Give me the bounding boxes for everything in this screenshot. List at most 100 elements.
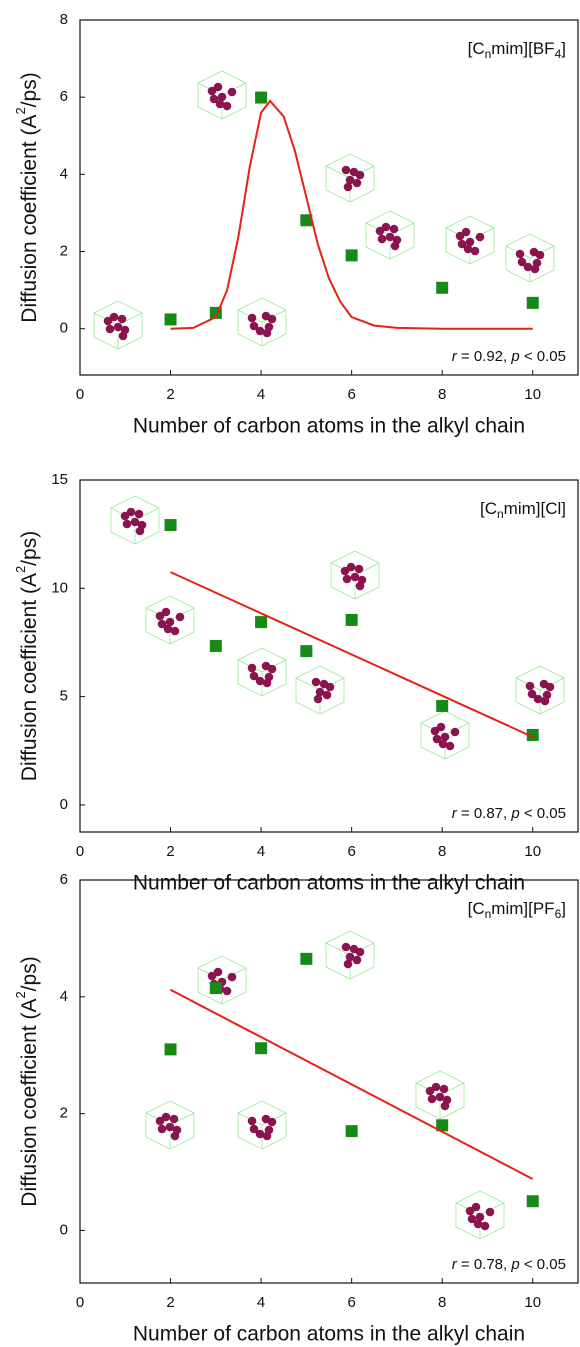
panel-label: [Cnmim][Cl] [480,499,566,521]
icon-atom [450,727,460,737]
x-tick-label: 4 [257,843,265,860]
icon-atom [355,170,365,180]
panel-label-part: 4 [555,47,562,61]
panel-label-part: ] [561,899,566,918]
cluster-icon [325,930,375,980]
stats-part: p [510,805,519,822]
icon-atom [163,624,173,634]
icon-atom [267,664,277,674]
panel-label-part: n [497,507,504,521]
icon-atom [247,313,257,323]
icon-atom [435,1092,445,1102]
cluster-icon [197,955,247,1005]
icon-atom [535,250,545,260]
x-tick-label: 6 [347,1294,355,1311]
icon-atom [315,687,325,697]
icon-atom [113,322,123,332]
icon-atom [157,1124,167,1134]
x-tick-label: 8 [438,843,446,860]
icon-atom [355,947,365,957]
data-point [436,1119,449,1132]
icon-cube [515,665,565,715]
panel-label-part: [C [480,499,497,518]
y-label-part: 2 [13,991,28,998]
icon-atom [527,689,537,699]
y-tick-label: 15 [51,471,68,488]
icon-atom [465,237,475,247]
cluster-icon [197,70,247,120]
fit-line [170,99,533,330]
data-point [164,1043,177,1056]
icon-atom [227,87,237,97]
icon-atom [169,1114,179,1124]
icon-atom [118,331,128,341]
icon-atom [540,696,550,706]
icon-atom [249,1124,259,1134]
y-axis-label: Diffusion coefficient (A2/ps) [13,956,40,1206]
data-point [164,519,177,532]
icon-atom [350,572,360,582]
y-axis-label: Diffusion coefficient (A2/ps) [13,72,40,322]
icon-atom [525,681,535,691]
icon-atom [436,722,446,732]
icon-atom [262,1131,272,1141]
stats-part: p [510,348,519,365]
x-tick-label: 4 [257,386,265,403]
y-axis-label: Diffusion coefficient (A2/ps) [13,531,40,781]
icon-atom [262,678,272,688]
icon-atom [377,234,387,244]
y-tick-label: 8 [60,11,68,28]
x-tick-label: 4 [257,1294,265,1311]
x-axis-label: Number of carbon atoms in the alkyl chai… [133,415,525,438]
icon-atom [432,734,442,744]
icon-atom [475,232,485,242]
panel-label-part: mim][PF [491,899,554,918]
icon-atom [515,249,525,259]
icon-atom [345,175,355,185]
data-point [345,1125,358,1138]
data-point [255,91,268,104]
data-point [300,645,313,658]
icon-cube [93,300,143,350]
x-tick-label: 2 [166,843,174,860]
icon-atom [346,562,356,572]
data-point [164,313,177,326]
x-tick-label: 6 [347,386,355,403]
panel-label: [Cnmim][PF6] [468,899,566,921]
icon-atom [267,314,277,324]
x-tick-label: 10 [524,843,541,860]
cluster-icon [330,550,380,600]
x-tick-label: 10 [524,386,541,403]
cluster-icon [455,1190,505,1240]
icon-atom [342,574,352,584]
icon-atom [247,1116,257,1126]
icon-atom [325,682,335,692]
y-tick-label: 4 [60,165,68,182]
y-label-part: Diffusion coefficient (A [18,115,41,323]
data-point [436,699,449,712]
x-tick-label: 0 [76,386,84,403]
icon-atom [161,1112,171,1122]
icon-atom [457,239,467,249]
icon-cube [237,297,287,347]
icon-atom [126,507,136,517]
icon-atom [352,178,362,188]
icon-atom [249,671,259,681]
panel-label-part: [C [468,39,485,58]
stats-part: r [452,348,458,365]
data-point [255,1042,268,1055]
y-tick-label: 6 [60,871,68,888]
icon-atom [267,1117,277,1127]
icon-atom [165,617,175,627]
y-tick-label: 10 [51,579,68,596]
fit-line [170,988,534,1180]
icon-cube [237,1100,287,1150]
icon-atom [440,732,450,742]
panel-label-part: mim][BF [491,39,554,58]
icon-atom [381,222,391,232]
cluster-icon [237,1100,287,1150]
icon-atom [485,1207,495,1217]
icon-atom [134,509,144,519]
panel-label-part: n [485,47,492,61]
